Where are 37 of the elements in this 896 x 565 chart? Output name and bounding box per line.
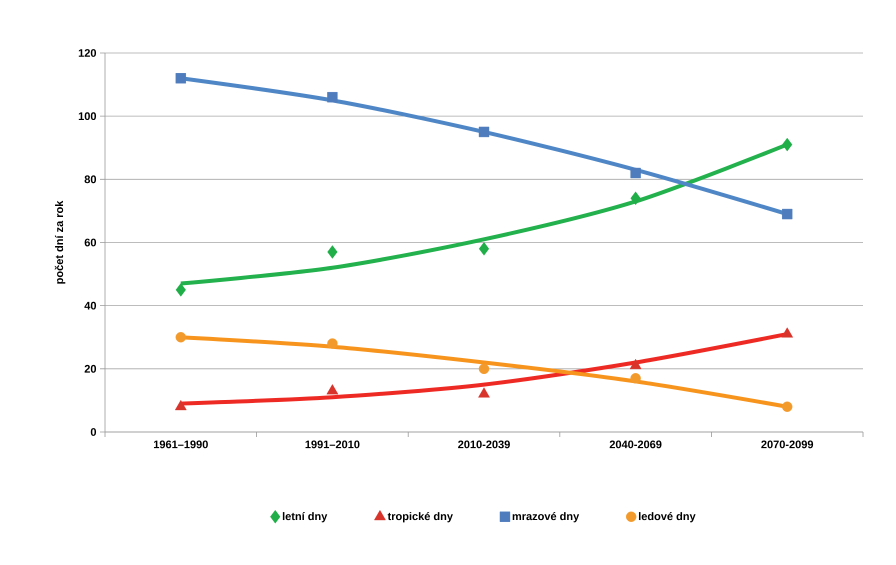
y-tick-label: 60 [84, 238, 96, 246]
point [478, 242, 490, 256]
legend-label: letní dny [282, 512, 328, 522]
y-axis-title: počet dní za rok [54, 200, 66, 284]
y-tick-label: 120 [78, 49, 96, 57]
x-tick-label: 1961–1990 [154, 440, 208, 448]
point [176, 332, 186, 342]
point [478, 364, 490, 374]
x-tick-label: 2070-2099 [761, 440, 814, 448]
y-tick-label: 100 [78, 112, 96, 120]
y-tick-label: 80 [84, 175, 96, 184]
point [630, 168, 641, 178]
point [327, 245, 338, 259]
point [781, 327, 794, 338]
point [176, 283, 186, 297]
point [478, 387, 490, 398]
point [630, 358, 642, 370]
y-tick-label: 0 [90, 428, 96, 436]
point [478, 126, 490, 138]
x-tick-label: 2010-2039 [458, 440, 510, 448]
point [176, 73, 186, 84]
point [327, 92, 338, 102]
point [174, 400, 187, 410]
x-tick-label: 1991–2010 [306, 440, 360, 448]
y-tick-label: 20 [84, 364, 96, 373]
point [327, 338, 338, 349]
point [630, 373, 641, 384]
point [782, 402, 792, 412]
point [630, 192, 641, 205]
x-tick-label: 2040-2069 [610, 440, 662, 448]
point [326, 384, 338, 394]
legend-label: tropické dny [388, 512, 453, 522]
point [782, 208, 792, 220]
legend-label: ledové dny [638, 512, 696, 522]
y-tick-label: 40 [84, 302, 96, 310]
point [782, 138, 792, 152]
legend-label: mrazové dny [512, 512, 580, 522]
